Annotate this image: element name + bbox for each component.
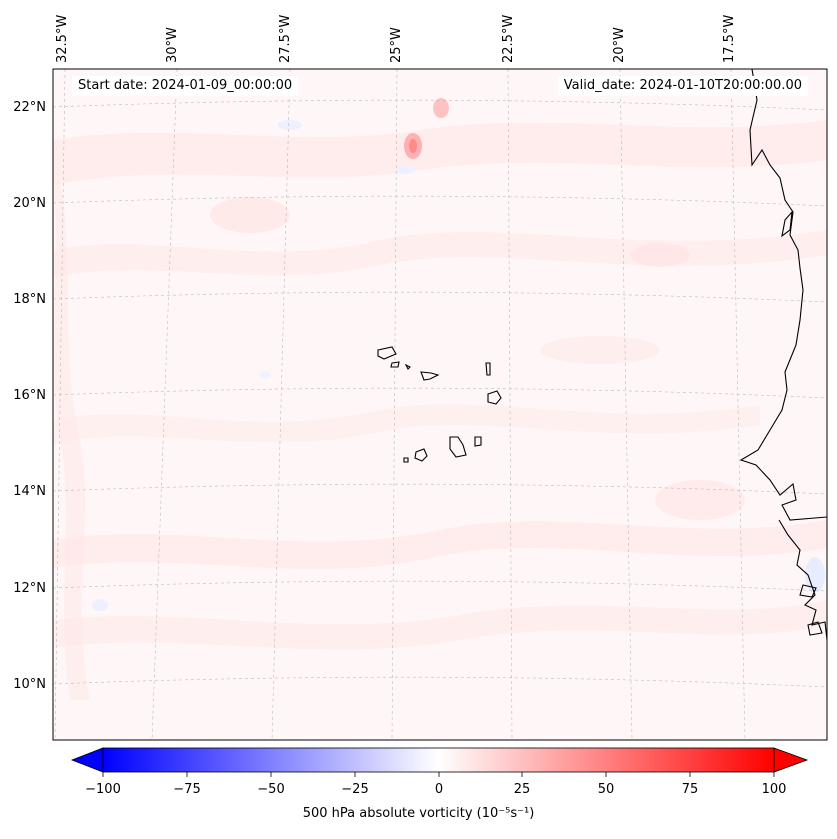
lat-label-22n: 22°N (13, 100, 46, 115)
island-santiago (449, 436, 467, 458)
lon-label-17-5w: 17.5°W (722, 15, 737, 63)
island-boa-vista (487, 390, 502, 405)
island-santo-antao (377, 346, 397, 360)
lon-label-27-5w: 27.5°W (278, 15, 293, 63)
colorbar-tick-label: −75 (173, 782, 200, 797)
lon-label-32-5w: 32.5°W (55, 15, 70, 63)
lat-label-10n: 10°N (13, 677, 46, 692)
lon-label-30w: 30°W (165, 27, 180, 63)
start-date-annotation: Start date: 2024-01-09_00:00:00 (72, 76, 299, 96)
graticule (53, 69, 827, 740)
colorbar-gradient (102, 747, 775, 773)
colorbar: −100 −75 −50 −25 0 25 50 75 100 (70, 747, 809, 797)
lat-label-12n: 12°N (13, 581, 46, 596)
colorbar-tick-label: 0 (435, 782, 443, 797)
colorbar-extend-high (773, 747, 809, 773)
lon-label-25w: 25°W (389, 27, 404, 63)
lat-label-20n: 20°N (13, 196, 46, 211)
colorbar-tick-label: −25 (341, 782, 368, 797)
colorbar-tick-label: 100 (762, 782, 787, 797)
lat-label-18n: 18°N (13, 292, 46, 307)
map-frame (52, 68, 828, 741)
island-sal (485, 362, 491, 376)
colorbar-extend-low (70, 747, 104, 773)
island-sao-nicolau (420, 371, 440, 381)
island-fogo (414, 448, 428, 462)
lon-label-20w: 20°W (612, 27, 627, 63)
colorbar-tick-label: 50 (598, 782, 615, 797)
island-sao-vicente (390, 361, 400, 368)
colorbar-tick-label: 25 (514, 782, 531, 797)
colorbar-tick-label: −100 (85, 782, 121, 797)
island-maio (474, 436, 482, 447)
coastlines (377, 69, 827, 641)
colorbar-tick-label: −50 (257, 782, 284, 797)
valid-date-annotation: Valid_date: 2024-01-10T20:00:00.00 (557, 76, 808, 96)
lon-label-22-5w: 22.5°W (501, 15, 516, 63)
lat-label-14n: 14°N (13, 484, 46, 499)
colorbar-tick-label: 75 (682, 782, 699, 797)
latitude-labels: 22°N 20°N 18°N 16°N 14°N 12°N 10°N (13, 100, 46, 692)
africa-coastline (739, 69, 827, 521)
island-brava (403, 457, 409, 463)
lat-label-16n: 16°N (13, 388, 46, 403)
vorticity-field (53, 98, 827, 700)
colorbar-label: 500 hPa absolute vorticity (10⁻⁵s⁻¹) (302, 806, 535, 821)
longitude-labels: 32.5°W 30°W 27.5°W 25°W 22.5°W 20°W 17.5… (55, 15, 737, 63)
